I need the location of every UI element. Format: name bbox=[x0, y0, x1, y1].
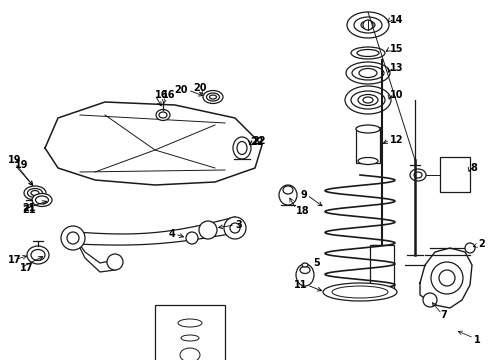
Text: 20: 20 bbox=[174, 85, 187, 95]
Ellipse shape bbox=[360, 21, 374, 29]
Text: 11: 11 bbox=[293, 280, 306, 290]
Ellipse shape bbox=[209, 95, 216, 99]
Circle shape bbox=[61, 226, 85, 250]
Text: 22: 22 bbox=[249, 137, 263, 147]
Text: 5: 5 bbox=[312, 258, 319, 268]
Ellipse shape bbox=[36, 196, 48, 204]
Ellipse shape bbox=[350, 91, 384, 109]
Text: 15: 15 bbox=[389, 44, 403, 54]
Ellipse shape bbox=[358, 68, 376, 77]
Ellipse shape bbox=[180, 348, 200, 360]
Ellipse shape bbox=[351, 66, 383, 80]
Text: 1: 1 bbox=[473, 335, 480, 345]
Ellipse shape bbox=[283, 186, 292, 194]
Ellipse shape bbox=[295, 264, 313, 286]
Ellipse shape bbox=[232, 137, 250, 159]
Ellipse shape bbox=[323, 283, 396, 301]
Ellipse shape bbox=[31, 190, 39, 195]
Ellipse shape bbox=[32, 193, 52, 207]
Text: 20: 20 bbox=[193, 83, 206, 93]
Ellipse shape bbox=[299, 266, 309, 274]
Circle shape bbox=[229, 223, 240, 233]
Circle shape bbox=[438, 270, 454, 286]
Text: 10: 10 bbox=[389, 90, 403, 100]
Circle shape bbox=[224, 217, 245, 239]
Text: 16: 16 bbox=[155, 90, 168, 100]
Ellipse shape bbox=[345, 86, 390, 114]
Text: 17: 17 bbox=[8, 255, 21, 265]
Text: 12: 12 bbox=[389, 135, 403, 145]
Ellipse shape bbox=[409, 169, 425, 181]
Ellipse shape bbox=[181, 335, 199, 341]
Text: 19: 19 bbox=[15, 160, 28, 170]
Ellipse shape bbox=[279, 185, 296, 205]
Text: 21: 21 bbox=[22, 203, 36, 213]
Ellipse shape bbox=[203, 90, 223, 104]
Text: 9: 9 bbox=[300, 190, 306, 200]
Ellipse shape bbox=[331, 286, 387, 298]
Ellipse shape bbox=[159, 112, 167, 118]
Text: 7: 7 bbox=[439, 310, 446, 320]
Circle shape bbox=[185, 232, 198, 244]
Ellipse shape bbox=[357, 94, 377, 105]
Text: 18: 18 bbox=[295, 206, 309, 216]
Ellipse shape bbox=[413, 172, 421, 178]
Circle shape bbox=[362, 20, 372, 30]
Ellipse shape bbox=[355, 125, 379, 133]
Ellipse shape bbox=[353, 17, 381, 33]
Text: 16: 16 bbox=[162, 90, 175, 100]
Text: 22: 22 bbox=[251, 136, 265, 146]
Bar bbox=[439, 157, 469, 192]
Ellipse shape bbox=[302, 263, 307, 267]
Ellipse shape bbox=[27, 246, 49, 264]
Text: 21: 21 bbox=[22, 205, 36, 215]
Ellipse shape bbox=[24, 186, 46, 200]
Text: 3: 3 bbox=[235, 220, 241, 230]
Ellipse shape bbox=[206, 93, 219, 101]
Text: 13: 13 bbox=[389, 63, 403, 73]
Ellipse shape bbox=[178, 319, 202, 327]
Bar bbox=[369, 245, 393, 290]
Circle shape bbox=[464, 243, 474, 253]
Ellipse shape bbox=[356, 49, 378, 57]
Ellipse shape bbox=[156, 109, 170, 121]
Circle shape bbox=[67, 232, 79, 244]
Text: 14: 14 bbox=[389, 15, 403, 25]
Text: 17: 17 bbox=[20, 263, 34, 273]
Ellipse shape bbox=[237, 141, 246, 154]
Ellipse shape bbox=[346, 62, 389, 84]
Text: 19: 19 bbox=[8, 155, 21, 165]
Text: 8: 8 bbox=[469, 163, 476, 173]
Ellipse shape bbox=[357, 157, 377, 165]
Circle shape bbox=[107, 254, 123, 270]
Circle shape bbox=[199, 221, 217, 239]
Bar bbox=[155, 305, 224, 360]
Circle shape bbox=[422, 293, 436, 307]
Ellipse shape bbox=[350, 47, 384, 59]
Bar bbox=[355, 127, 379, 163]
Text: 4: 4 bbox=[168, 229, 175, 239]
Ellipse shape bbox=[362, 97, 372, 103]
Ellipse shape bbox=[27, 189, 42, 198]
Ellipse shape bbox=[31, 249, 45, 261]
Circle shape bbox=[430, 262, 462, 294]
Text: 2: 2 bbox=[477, 239, 484, 249]
Ellipse shape bbox=[346, 12, 388, 38]
